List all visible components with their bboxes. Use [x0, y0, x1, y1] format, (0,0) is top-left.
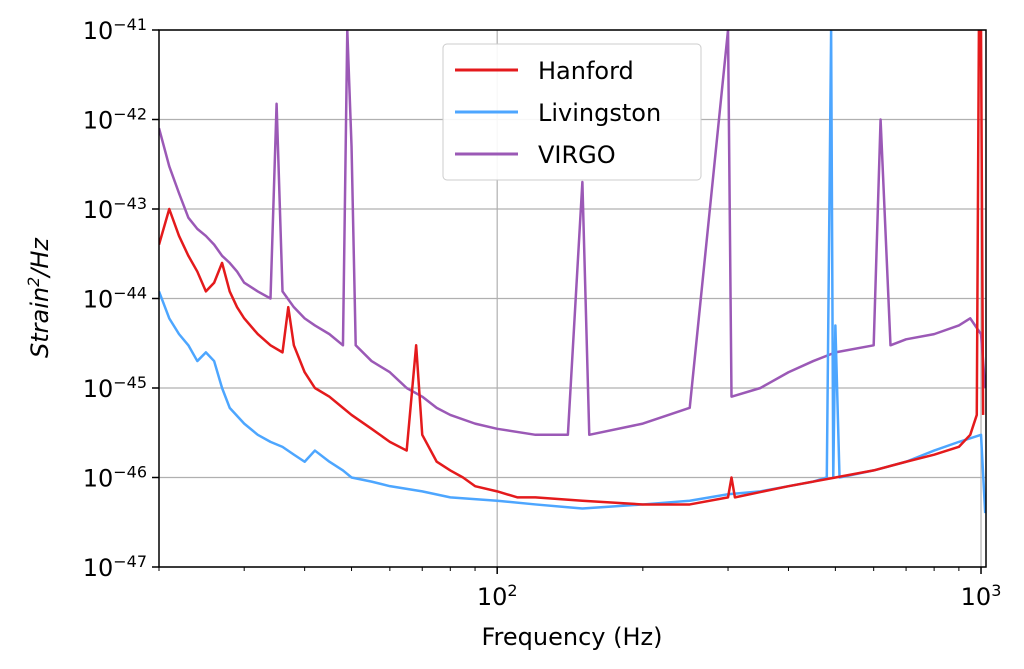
series-line-virgo	[159, 30, 986, 437]
legend-label-livingston: Livingston	[538, 99, 661, 127]
x-tick-label: 102	[477, 581, 518, 612]
y-tick-label: 10−41	[83, 15, 147, 46]
x-tick-label: 103	[961, 581, 1002, 612]
y-axis-label: Strain2/Hz	[24, 237, 55, 358]
y-tick-label: 10−42	[83, 104, 147, 135]
x-axis-label: Frequency (Hz)	[482, 623, 663, 651]
y-tick-label: 10−43	[83, 194, 147, 225]
legend-label-hanford: Hanford	[538, 57, 634, 85]
series-line-livingston	[159, 30, 986, 514]
y-tick-label: 10−47	[83, 552, 147, 583]
legend-box	[442, 43, 702, 181]
series-line-hanford	[159, 30, 985, 506]
series-layer	[159, 30, 986, 514]
y-tick-label: 10−45	[83, 373, 147, 404]
y-tick-label: 10−46	[83, 462, 147, 493]
y-tick-label: 10−44	[83, 283, 147, 314]
y-tick-labels: 10−41 10−42 10−43 10−44 10−45 10−46 10−47	[83, 15, 147, 583]
x-tick-labels: 102 103	[477, 581, 1002, 612]
tick-marks	[152, 29, 982, 574]
legend: Hanford Livingston VIRGO	[442, 43, 702, 181]
legend-label-virgo: VIRGO	[538, 141, 616, 169]
